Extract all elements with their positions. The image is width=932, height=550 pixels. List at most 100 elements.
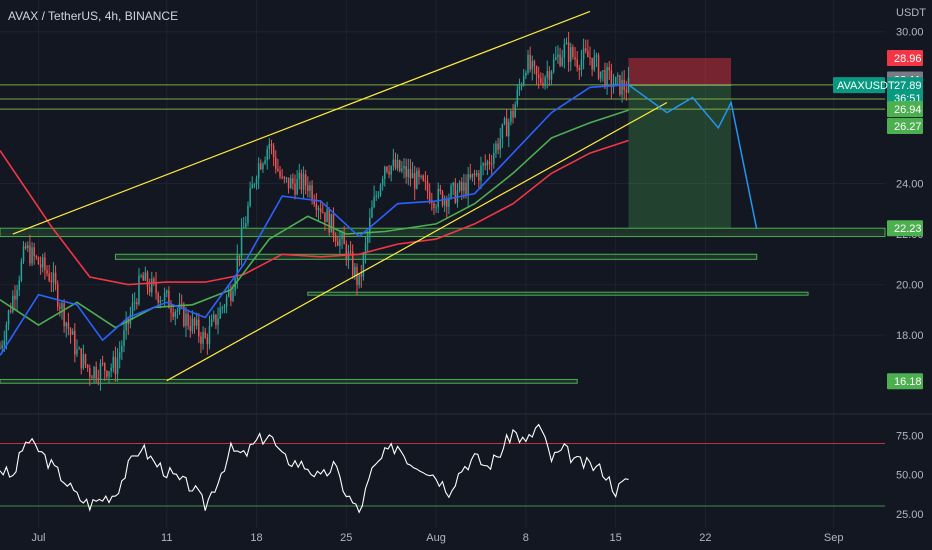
- candle-body: [484, 163, 487, 166]
- candle-body: [610, 70, 613, 88]
- candle-body: [324, 212, 326, 223]
- candle-body: [548, 71, 551, 80]
- candle-body: [151, 278, 153, 293]
- symbol-tag: [833, 77, 885, 94]
- candle-body: [337, 241, 339, 246]
- candle-body: [396, 160, 399, 169]
- price-projection: [628, 84, 758, 230]
- candle-body: [433, 203, 435, 209]
- candle-body: [625, 89, 628, 93]
- candle-body: [9, 310, 12, 312]
- candle-body: [317, 208, 320, 210]
- candle-body: [277, 168, 279, 171]
- moving-averages: [0, 84, 629, 356]
- candle-body: [84, 354, 87, 365]
- price-tag-label: 16.18: [894, 376, 922, 388]
- candle-body: [114, 356, 117, 375]
- candle-body: [148, 287, 151, 293]
- candle-body: [78, 348, 80, 350]
- rsi-tick-label: 50.00: [896, 470, 924, 482]
- candle-body: [232, 290, 234, 302]
- candle-body: [497, 143, 499, 150]
- candle-body: [262, 163, 264, 170]
- candle-body: [356, 266, 358, 285]
- candle-body: [478, 173, 480, 181]
- support-zone: [0, 227, 886, 238]
- candle-body: [294, 183, 296, 195]
- support-zone: [0, 378, 578, 384]
- candle-body: [458, 182, 461, 191]
- candle-body: [35, 256, 38, 258]
- trend-channel: [12, 10, 668, 382]
- candle-body: [82, 354, 85, 369]
- candle-body: [621, 79, 623, 95]
- candle-body: [298, 172, 301, 179]
- support-zone: [114, 253, 758, 260]
- candle-body: [215, 314, 217, 326]
- ema-green-line: [0, 109, 629, 329]
- candle-body: [567, 42, 570, 62]
- channel-lower-line: [166, 101, 668, 382]
- candle-body: [587, 50, 589, 58]
- candle-body: [283, 177, 286, 179]
- candle-body: [33, 247, 35, 257]
- symbol-tag-label: AVAXUSDT: [837, 80, 895, 92]
- candle-body: [411, 173, 414, 179]
- candle-body: [236, 255, 239, 279]
- candle-body: [388, 171, 390, 175]
- time-tick-label: 15: [610, 532, 622, 544]
- candle-body: [493, 152, 495, 164]
- candle-body: [227, 290, 230, 297]
- candle-body: [572, 47, 574, 58]
- candle-body: [386, 166, 388, 172]
- candle-body: [591, 57, 593, 70]
- candle-body: [67, 322, 70, 329]
- candle-body: [409, 169, 412, 179]
- time-tick-label: Jul: [31, 532, 45, 544]
- candle-body: [362, 254, 365, 277]
- time-tick-label: Sep: [824, 532, 844, 544]
- candle-body: [381, 178, 384, 186]
- candle-body: [80, 348, 82, 369]
- candle-body: [42, 257, 44, 268]
- projection-path: [628, 84, 758, 230]
- candle-body: [253, 184, 256, 186]
- price-axis[interactable]: USDT30.0024.0022.0020.0018.0075.0050.002…: [833, 7, 926, 521]
- candle-body: [307, 185, 309, 191]
- candle-body: [125, 318, 127, 331]
- candle-body: [435, 207, 437, 209]
- rsi-tick-label: 75.00: [896, 431, 924, 443]
- candle-body: [309, 185, 311, 191]
- price-tick-label: 20.00: [896, 280, 924, 292]
- rsi-line: [0, 423, 629, 514]
- candle-body: [54, 272, 57, 285]
- candle-body: [285, 177, 288, 179]
- ema-blue-line: [0, 84, 629, 356]
- candle-body: [510, 111, 512, 122]
- candle-body: [475, 173, 478, 176]
- candle-body: [44, 257, 46, 271]
- candle-body: [384, 166, 386, 179]
- candle-body: [272, 145, 275, 158]
- time-axis[interactable]: Jul 11 18 25 Aug 8 15 22 Sep: [31, 532, 843, 544]
- candle-body: [537, 74, 540, 79]
- candle-body: [292, 178, 294, 184]
- candle-body: [508, 121, 510, 137]
- candle-body: [20, 261, 23, 281]
- candle-body: [63, 303, 65, 327]
- price-tag: [887, 118, 923, 135]
- candle-body: [345, 244, 348, 261]
- candle-body: [488, 161, 491, 164]
- candle-body: [322, 212, 324, 214]
- candle-body: [328, 209, 330, 233]
- candle-body: [48, 273, 50, 281]
- candle-body: [138, 275, 140, 305]
- candle-body: [443, 198, 446, 206]
- candle-body: [401, 168, 403, 171]
- candle-body: [268, 143, 271, 150]
- candle-body: [31, 247, 33, 264]
- candle-body: [12, 295, 14, 312]
- candle-body: [3, 340, 6, 346]
- candle-body: [257, 163, 260, 179]
- candle-body: [563, 44, 566, 58]
